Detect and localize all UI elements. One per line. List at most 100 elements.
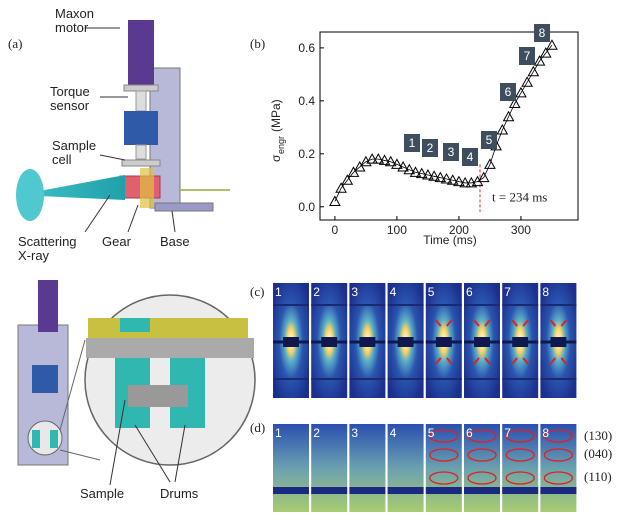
frame-label: 8 [542, 426, 549, 440]
frame-label: 7 [504, 285, 511, 299]
reflection-ring [429, 471, 459, 485]
arrow [522, 319, 529, 327]
y-tick-label: 0.0 [298, 200, 315, 214]
stage-label: 7 [524, 49, 531, 63]
point [446, 174, 459, 185]
point [508, 97, 521, 108]
point [453, 175, 465, 187]
frame-label: 2 [313, 426, 320, 440]
label: motor [55, 20, 89, 35]
beam-line [464, 304, 500, 306]
beam-stop [435, 337, 452, 347]
reflection-ring [467, 429, 497, 443]
frame-label: 7 [504, 426, 511, 440]
label: X-ray [18, 248, 50, 263]
arrow [511, 357, 518, 365]
arrow [446, 319, 453, 327]
beam-stop [512, 337, 529, 347]
point [533, 55, 546, 66]
panel-label: (a) [8, 36, 22, 51]
point [409, 166, 422, 177]
stage-box [404, 134, 420, 152]
beam-line [425, 487, 462, 494]
label: Drums [160, 486, 199, 501]
waxs-frame [311, 424, 348, 512]
frame-label: 3 [351, 426, 358, 440]
stage-box [500, 83, 516, 101]
frame-label: 6 [466, 285, 473, 299]
arrow [473, 357, 480, 365]
stage-box [422, 139, 438, 157]
reflection-ring [467, 471, 497, 485]
label: sensor [50, 98, 90, 113]
stage-label: 6 [505, 85, 512, 99]
frame-label: 6 [466, 426, 473, 440]
beam-line [502, 378, 539, 380]
beam-line [502, 304, 539, 306]
stage-box [443, 143, 459, 161]
label: Sample [52, 138, 96, 153]
point [353, 161, 366, 172]
beam-stop [397, 337, 414, 347]
stage-box [534, 24, 550, 42]
y-axis-label: σ [269, 154, 283, 162]
frame-label: 5 [428, 426, 435, 440]
reflection-ring [543, 429, 574, 443]
point [384, 155, 397, 167]
beam-line [540, 487, 577, 494]
arrow [549, 357, 557, 365]
arrow [435, 357, 442, 365]
panel-label: (c) [250, 284, 264, 299]
reflection-ring [543, 471, 574, 485]
chart: 0 100 200 300 0.0 0.2 0.4 0.6 t = 234 ms 1 2 3 45 6 78 [298, 24, 579, 237]
beam-stop [550, 337, 567, 347]
point [347, 166, 360, 177]
label: Scattering [18, 234, 77, 249]
label: Sample [80, 486, 124, 501]
frame-label: 1 [275, 285, 282, 299]
reflection-label: (130) [584, 428, 612, 443]
beam-stop [321, 337, 338, 347]
stage-label: 2 [427, 141, 434, 155]
stage-label: 3 [448, 145, 455, 159]
stage-box [481, 131, 497, 149]
frame-label: 3 [351, 285, 358, 299]
waxs-frame [349, 424, 386, 512]
frame-label: 5 [428, 285, 435, 299]
x-tick-label: 300 [511, 223, 531, 237]
waxs-frame [387, 424, 424, 512]
reflection-ring [505, 448, 535, 462]
beam-line [387, 304, 424, 306]
label: cell [52, 152, 72, 167]
reflection-ring [543, 448, 574, 462]
beam-line [502, 487, 539, 494]
beam-line [273, 487, 309, 494]
point [459, 176, 471, 188]
beam-line [540, 304, 577, 306]
point [484, 158, 496, 169]
annotation-label: t = 234 ms [492, 189, 547, 204]
point [515, 86, 527, 98]
beam-line [540, 378, 577, 380]
beam-stop [359, 337, 376, 347]
y-tick-label: 0.6 [298, 41, 315, 55]
beam-line [425, 304, 462, 306]
arrow [549, 319, 557, 327]
arrow [560, 357, 568, 365]
beam-line [349, 304, 386, 306]
stage-label: 8 [539, 26, 546, 40]
point [477, 171, 490, 183]
y-axis-label: (MPa) [269, 99, 283, 132]
point [428, 170, 440, 181]
point [403, 163, 416, 175]
arrow [484, 319, 491, 327]
point [378, 154, 391, 165]
panel-label: (b) [250, 36, 265, 51]
x-tick-label: 0 [332, 223, 339, 237]
plot-frame [319, 31, 579, 221]
beam-line [311, 378, 348, 380]
point [329, 195, 341, 206]
label: Maxon [55, 6, 94, 21]
beam-line [349, 378, 386, 380]
